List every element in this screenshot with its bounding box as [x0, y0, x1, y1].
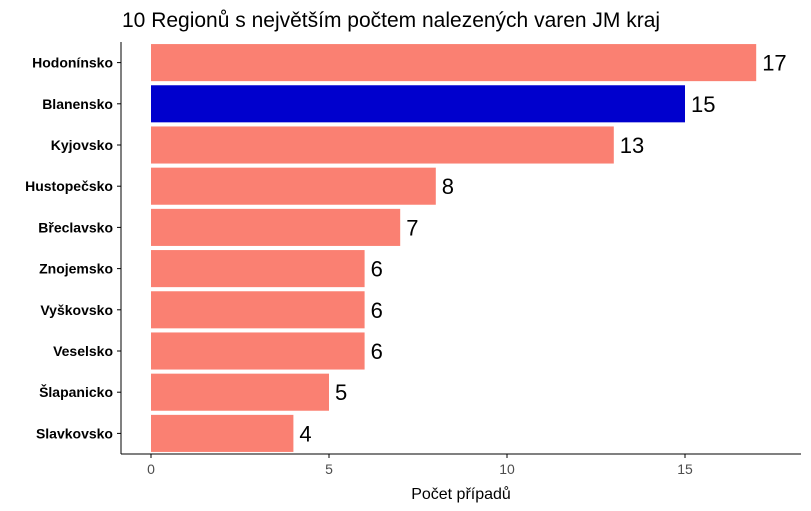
- category-label: Vyškovsko: [40, 302, 113, 318]
- bar-7: [151, 332, 365, 370]
- value-label: 17: [762, 51, 786, 76]
- chart-title: 10 Regionů s největším počtem nalezených…: [122, 9, 660, 32]
- value-label: 4: [299, 421, 311, 446]
- value-label: 5: [335, 380, 347, 405]
- category-label: Hodonínsko: [32, 55, 113, 71]
- bar-9: [151, 414, 294, 452]
- x-tick-label: 15: [677, 461, 693, 477]
- bar-1: [151, 85, 685, 123]
- category-label: Hustopečsko: [25, 178, 113, 194]
- x-tick-label: 10: [499, 461, 515, 477]
- x-axis-ticks: 0 5 10 15: [147, 454, 693, 477]
- bar-2: [151, 126, 614, 164]
- value-label: 6: [371, 298, 383, 323]
- bar-6: [151, 291, 365, 329]
- value-label: 13: [620, 133, 644, 158]
- category-label: Slavkovsko: [36, 425, 113, 441]
- category-label: Znojemsko: [39, 261, 113, 277]
- bar-8: [151, 373, 329, 411]
- category-label: Kyjovsko: [51, 137, 113, 153]
- x-tick-label: 0: [147, 461, 155, 477]
- value-label: 6: [371, 257, 383, 282]
- bar-0: [151, 44, 757, 82]
- category-label: Šlapanicko: [39, 383, 113, 400]
- value-label: 15: [691, 92, 715, 117]
- bar-5: [151, 250, 365, 288]
- category-label: Veselsko: [53, 343, 113, 359]
- bar-3: [151, 167, 436, 205]
- category-label: Blanensko: [42, 96, 113, 112]
- value-label: 7: [406, 215, 418, 240]
- category-labels: Hodonínsko Blanensko Kyjovsko Hustopečsko Bř…: [25, 55, 121, 441]
- value-label: 6: [371, 339, 383, 364]
- bar-4: [151, 208, 401, 246]
- x-tick-label: 5: [325, 461, 333, 477]
- x-axis-title: Počet případů: [411, 485, 511, 503]
- bars-layer: [151, 44, 757, 452]
- category-label: Břeclavsko: [38, 219, 113, 235]
- value-label: 8: [442, 174, 454, 199]
